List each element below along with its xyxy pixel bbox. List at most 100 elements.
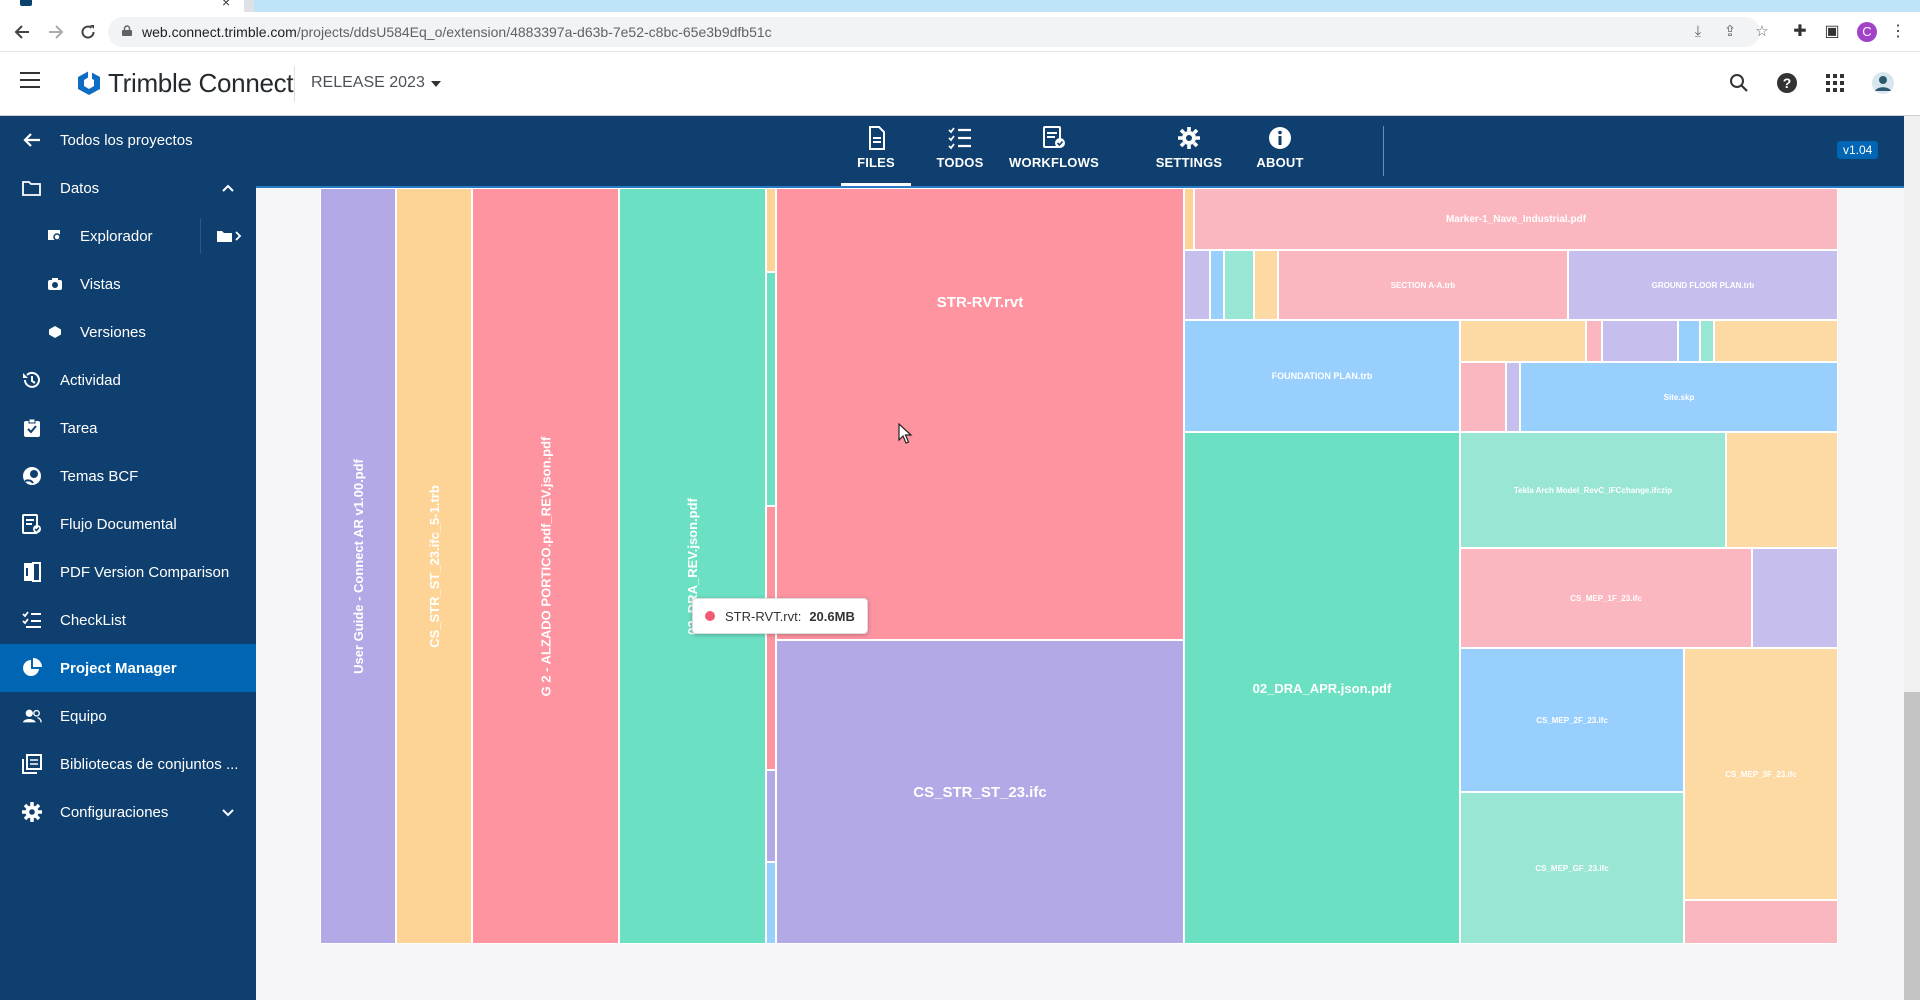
sidebar-item-explorador[interactable]: Explorador [0,212,256,260]
chevron-down-icon[interactable] [222,806,234,818]
tab-label: FILES [857,155,895,170]
versions-icon [47,324,63,340]
library-icon [22,754,42,774]
forward-arrow-icon[interactable] [44,20,68,44]
treemap-cell[interactable]: CS_MEP_GF_23.ifc [1460,792,1684,944]
tab-settings[interactable]: SETTINGS [1149,116,1229,186]
caret-down-icon[interactable] [431,81,441,87]
browser-menu-icon[interactable]: ⋮ [1890,23,1906,40]
sidebar-item-actividad[interactable]: Actividad [0,356,256,404]
treemap-cell[interactable]: CS_STR_ST_23.ifc [776,640,1184,944]
address-bar[interactable]: web.connect.trimble.com/projects/ddsU584… [108,17,1769,47]
user-avatar[interactable] [1870,70,1896,96]
treemap-cell[interactable]: FOUNDATION PLAN.trb [1184,320,1460,432]
sidebar-item-project-manager[interactable]: Project Manager [0,644,256,692]
sidebar-item-checklist[interactable]: CheckList [0,596,256,644]
tab-label: SETTINGS [1155,155,1223,170]
sidebar-item-versiones[interactable]: Versiones [0,308,256,356]
extensions-puzzle-icon[interactable]: ✚ [1793,23,1807,40]
profile-avatar[interactable]: C [1857,22,1877,42]
treemap-cell[interactable] [1678,320,1700,362]
treemap-cell[interactable] [766,862,776,944]
reload-icon[interactable] [76,20,100,44]
sidebar-item-label: CheckList [60,611,126,629]
sidebar-item-configuraciones[interactable]: Configuraciones [0,788,256,836]
side-panel-icon[interactable]: ▣ [1824,23,1840,40]
back-to-all-projects[interactable]: Todos los proyectos [0,116,256,164]
browser-tab-active[interactable]: × [0,0,244,12]
sidebar-item-datos[interactable]: Datos [0,164,256,212]
sidebar-item-tarea[interactable]: Tarea [0,404,256,452]
project-selector[interactable]: RELEASE 2023 [311,74,425,91]
folder-open-icon[interactable] [216,229,242,243]
list-icon [948,127,971,150]
help-icon[interactable]: ? [1774,70,1800,96]
treemap-cell[interactable] [1184,250,1210,320]
treemap-cell[interactable] [1602,320,1678,362]
tab-files[interactable]: FILES [841,116,911,186]
treemap-cell[interactable] [1254,250,1278,320]
share-icon[interactable]: ⇪ [1723,23,1737,40]
trimble-connect-logo[interactable]: Trimble Connect [76,68,294,98]
treemap-cell[interactable] [1224,250,1254,320]
treemap-cell[interactable]: 02_DRA_APR.json.pdf [1184,432,1460,944]
treemap-cell[interactable] [1184,188,1194,250]
sidebar-item-vistas[interactable]: Vistas [0,260,256,308]
treemap-cell[interactable]: Tekla Arch Model_RevC_IFCchange.ifczip [1460,432,1726,548]
bookmark-star-icon[interactable]: ☆ [1755,23,1769,40]
treemap-cell[interactable] [1714,320,1838,362]
treemap-cell[interactable] [1726,432,1838,548]
treemap-cell[interactable] [1460,320,1586,362]
chevron-up-icon[interactable] [222,182,234,194]
sidebar-item-label: Equipo [60,707,107,725]
treemap-cell[interactable]: Marker-1_Nave_Industrial.pdf [1194,188,1838,250]
treemap-cell[interactable] [766,506,776,770]
sidebar-item-temas-bcf[interactable]: Temas BCF [0,452,256,500]
apps-grid-icon[interactable] [1822,70,1848,96]
version-badge: v1.04 [1837,141,1879,159]
sidebar-item-pdf-version-comparison[interactable]: PDF Version Comparison [0,548,256,596]
back-arrow-icon[interactable] [10,20,34,44]
treemap-label: User Guide - Connect AR v1.00.pdf [350,458,366,674]
treemap-cell[interactable] [766,272,776,506]
treemap-cell[interactable]: SECTION A-A.trb [1278,250,1568,320]
treemap-cell[interactable]: 02_DRA_REV.json.pdf [619,188,766,944]
treemap-cell[interactable] [1460,362,1506,432]
treemap-cell[interactable]: CS_MEP_1F_23.ifc [1460,548,1752,648]
treemap-cell[interactable]: GROUND FLOOR PLAN.trb [1568,250,1838,320]
treemap-cell[interactable]: CS_STR_ST_23.ifc_5-1.trb [396,188,472,944]
install-app-icon[interactable]: ⤓ [1694,23,1702,40]
treemap-cell[interactable] [1506,362,1520,432]
close-tab-icon[interactable]: × [222,0,231,10]
treemap-cell[interactable]: User Guide - Connect AR v1.00.pdf [320,188,396,944]
sidebar-item-bibliotecas[interactable]: Bibliotecas de conjuntos ... [0,740,256,788]
tab-label: ABOUT [1256,155,1304,170]
treemap-cell[interactable] [766,770,776,862]
treemap-cell[interactable] [1210,250,1224,320]
treemap-cell-str-rvt[interactable]: STR-RVT.rvt [776,188,1184,640]
search-icon[interactable] [1726,70,1752,96]
treemap-cell[interactable] [766,188,776,272]
gear-icon [1178,127,1200,149]
treemap-cell[interactable]: CS_MEP_2F_23.ifc [1460,648,1684,792]
browser-tab-inactive[interactable] [254,0,1920,12]
tab-about[interactable]: ABOUT [1245,116,1315,186]
treemap-cell[interactable] [1684,900,1838,944]
scrollbar-track[interactable] [1904,116,1920,692]
treemap-cell[interactable] [1700,320,1714,362]
tab-label: WORKFLOWS [1009,155,1099,170]
sidebar-item-equipo[interactable]: Equipo [0,692,256,740]
hamburger-menu-icon[interactable] [20,72,40,88]
treemap-cell[interactable]: Site.skp [1520,362,1838,432]
treemap-cell[interactable] [1752,548,1838,648]
treemap-cell[interactable]: CS_MEP_3F_23.ifc [1684,648,1838,900]
mouse-cursor-icon [898,423,913,444]
tab-todos[interactable]: TODOS [925,116,995,186]
tab-workflows[interactable]: WORKFLOWS [1004,116,1104,186]
sidebar-item-flujo-documental[interactable]: Flujo Documental [0,500,256,548]
treemap-cell[interactable] [1586,320,1602,362]
back-label: Todos los proyectos [60,131,193,149]
treemap-cell[interactable]: G 2 - ALZADO PORTICO.pdf_REV.json.pdf [472,188,619,944]
treemap-label: FOUNDATION PLAN.trb [1271,371,1373,381]
scrollbar-thumb[interactable] [1904,692,1920,1000]
